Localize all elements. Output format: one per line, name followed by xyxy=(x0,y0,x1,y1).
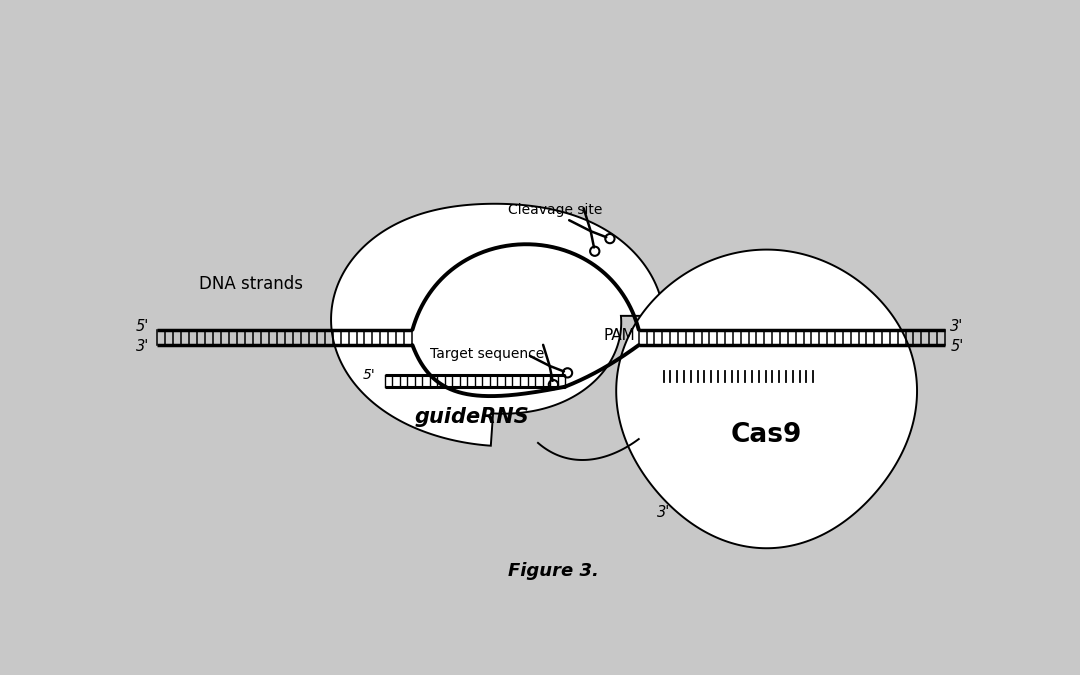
Text: Figure 3.: Figure 3. xyxy=(508,562,599,580)
Polygon shape xyxy=(332,204,664,446)
Text: PAM: PAM xyxy=(603,328,635,344)
Text: Target sequence: Target sequence xyxy=(431,348,544,361)
Text: Cas9: Cas9 xyxy=(731,422,802,448)
Text: 5': 5' xyxy=(950,339,963,354)
Text: 3': 3' xyxy=(136,339,149,354)
Text: 5': 5' xyxy=(136,319,149,334)
Polygon shape xyxy=(617,250,917,548)
Text: Cleavage site: Cleavage site xyxy=(508,202,603,217)
Text: 3': 3' xyxy=(950,319,963,334)
Text: 3': 3' xyxy=(657,505,671,520)
Text: DNA strands: DNA strands xyxy=(199,275,303,292)
Text: guideRNS: guideRNS xyxy=(415,408,529,427)
Text: 5': 5' xyxy=(363,368,375,382)
